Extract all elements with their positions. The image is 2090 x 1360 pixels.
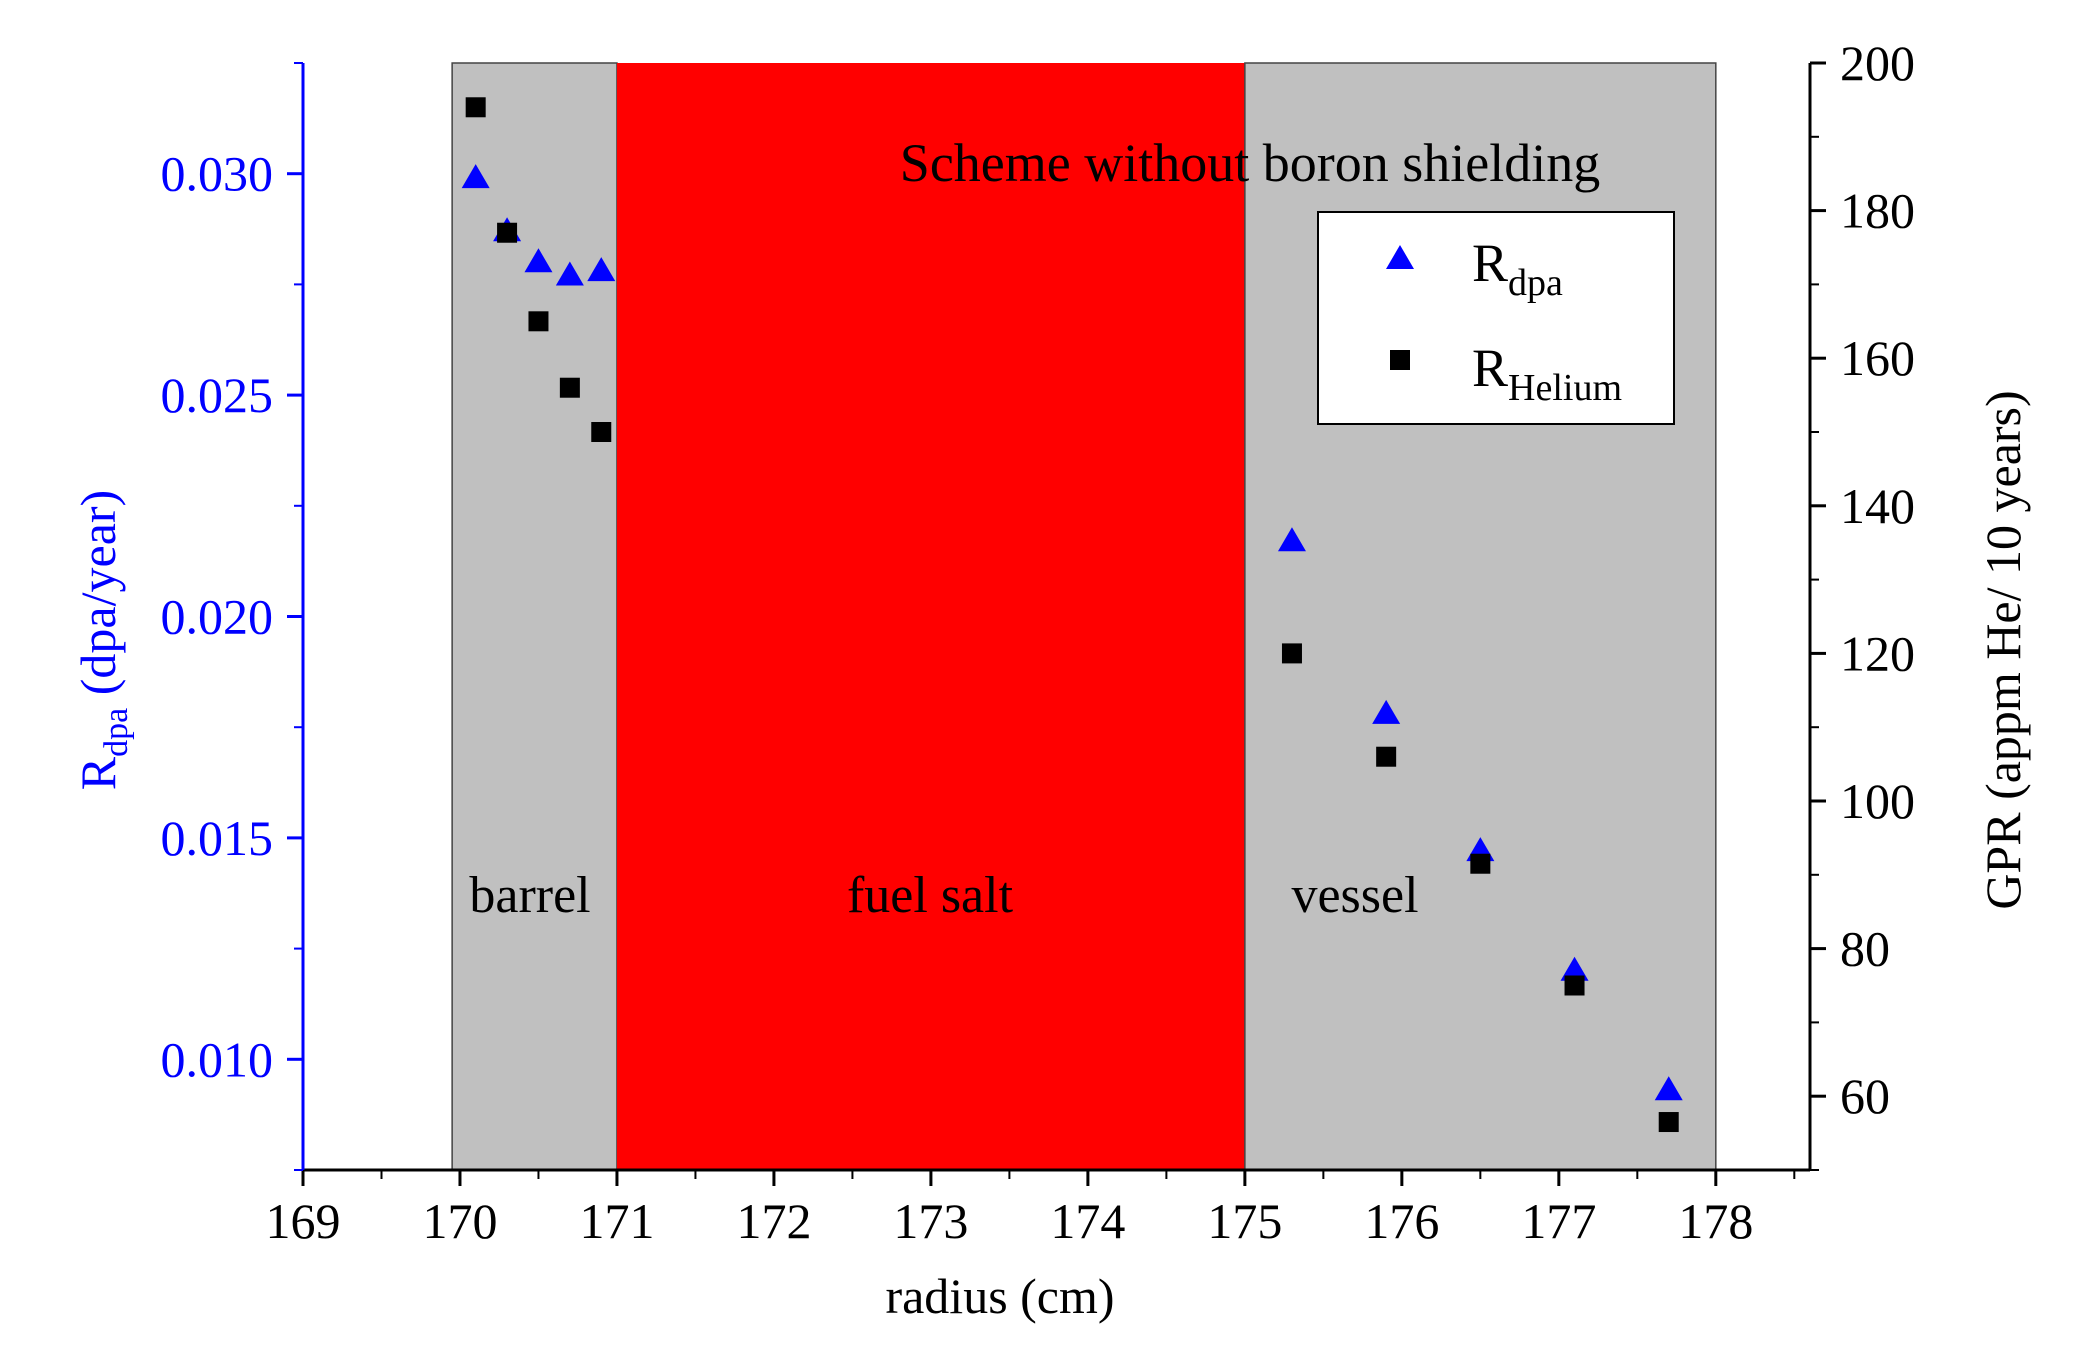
region-label-vessel: vessel [1291, 867, 1418, 924]
x-tick-label: 173 [893, 1193, 968, 1249]
legend-label-rhelium: RHelium [1472, 338, 1622, 409]
y-right-tick-label: 180 [1840, 183, 1915, 239]
chart-title: Scheme without boron shielding [900, 133, 1600, 193]
legend-rhelium-sub: Helium [1508, 367, 1622, 409]
legend-marker-rdpa [1386, 245, 1414, 269]
legend-box [1317, 211, 1675, 425]
y-right-tick-label: 200 [1840, 35, 1915, 91]
region-label-barrel: barrel [469, 867, 590, 924]
y-left-title-main: R [70, 756, 126, 790]
legend-label-rdpa: Rdpa [1472, 233, 1563, 304]
point-rhelium [465, 97, 486, 118]
x-tick-label: 175 [1207, 1193, 1282, 1249]
point-rhelium [591, 422, 612, 442]
region-label-fuel-salt: fuel salt [847, 867, 1014, 924]
y-left-tick-label: 0.015 [161, 810, 274, 866]
x-tick-label: 171 [579, 1193, 654, 1249]
point-rhelium [1470, 853, 1491, 874]
point-rdpa [1277, 527, 1306, 552]
y-right-axis-title: GPR (appm He/ 10 years) [1975, 390, 2031, 909]
series-layer [461, 97, 1683, 1133]
point-rhelium [528, 311, 549, 332]
x-tick-label: 177 [1521, 1193, 1596, 1249]
point-rdpa [1372, 699, 1401, 724]
labels-layer: Scheme without boron shielding radius (c… [70, 133, 2031, 1324]
y-right-tick-label: 140 [1840, 478, 1915, 534]
point-rdpa [1654, 1076, 1683, 1101]
point-rhelium [1376, 746, 1397, 767]
legend-rdpa-main: R [1472, 233, 1508, 293]
y-right-tick-label: 160 [1840, 330, 1915, 386]
point-rhelium [1658, 1112, 1679, 1133]
y-left-tick-label: 0.025 [161, 367, 274, 423]
y-right-tick-label: 100 [1840, 773, 1915, 829]
legend: Rdpa RHelium [1317, 211, 1675, 425]
x-tick-label: 172 [736, 1193, 811, 1249]
legend-rdpa-sub: dpa [1508, 262, 1563, 304]
point-rhelium [1564, 975, 1585, 996]
legend-rhelium-main: R [1472, 338, 1508, 398]
point-rdpa [461, 164, 490, 189]
y-right-tick-label: 60 [1840, 1068, 1890, 1124]
y-right-tick-label: 120 [1840, 625, 1915, 681]
y-left-axis-title: Rdpa (dpa/year) [70, 490, 135, 790]
x-axis-title: radius (cm) [885, 1268, 1114, 1324]
point-rdpa [1560, 956, 1589, 981]
point-rhelium [559, 377, 580, 398]
axes-layer: 169 170 171 172 173 174 175 176 177 178 0.010 0.015… [161, 35, 1916, 1249]
y-left-tick-label: 0.010 [161, 1031, 274, 1087]
y-left-title-rest: (dpa/year) [70, 490, 126, 708]
x-tick-label: 169 [266, 1193, 341, 1249]
y-left-tick-label: 0.030 [161, 146, 274, 202]
x-tick-label: 170 [422, 1193, 497, 1249]
x-tick-label: 174 [1050, 1193, 1125, 1249]
y-left-tick-label: 0.020 [161, 589, 274, 645]
x-tick-label: 176 [1364, 1193, 1439, 1249]
region-fuel-salt [616, 63, 1245, 1170]
region-barrel [451, 62, 618, 1171]
point-rdpa [524, 248, 553, 273]
legend-marker-rhelium [1390, 350, 1410, 370]
y-left-title-sub: dpa [98, 708, 135, 757]
point-rhelium [1281, 643, 1302, 664]
y-right-tick-label: 80 [1840, 921, 1890, 977]
point-rdpa [587, 257, 616, 282]
point-rdpa [555, 261, 584, 286]
x-tick-label: 178 [1678, 1193, 1753, 1249]
point-rhelium [497, 222, 518, 243]
